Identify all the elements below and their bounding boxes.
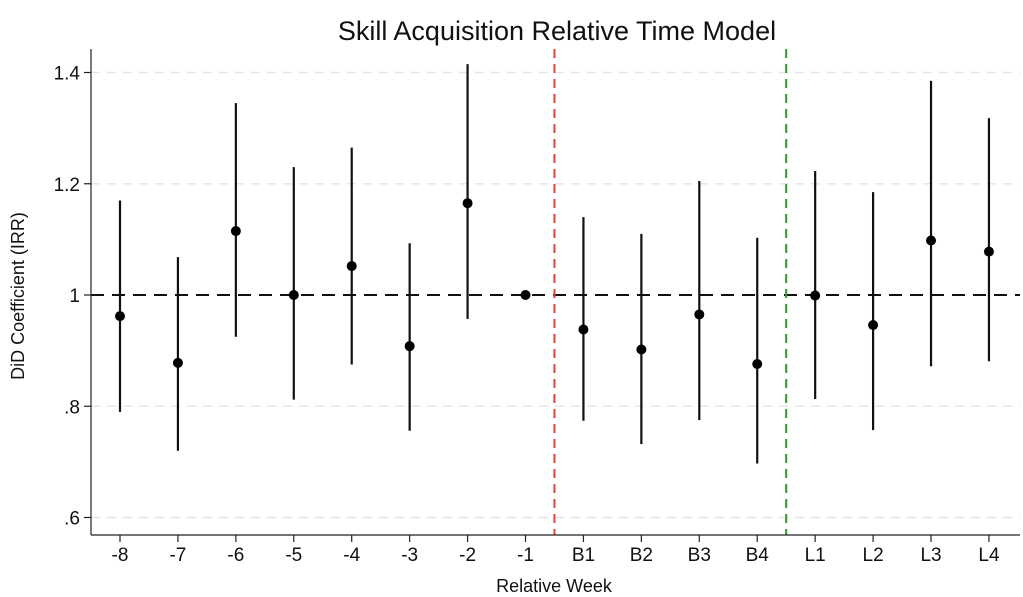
x-tick-label: -8: [112, 545, 129, 566]
point--6: [230, 226, 241, 237]
point--7: [172, 357, 183, 368]
x-tick-label: L4: [978, 545, 1000, 566]
chart-title: Skill Acquisition Relative Time Model: [338, 16, 776, 46]
y-axis-title: DiD Coefficient (IRR): [8, 212, 28, 380]
x-tick-label: -3: [401, 545, 418, 566]
point-B1: [578, 324, 589, 335]
point--3: [404, 341, 415, 352]
x-tick-label: -5: [285, 545, 302, 566]
x-tick-label: -6: [227, 545, 244, 566]
x-tick-label: B3: [688, 545, 711, 566]
point--1: [520, 290, 531, 300]
point-B4: [752, 358, 763, 369]
gridlines: [91, 71, 1020, 519]
x-tick-label: L3: [920, 545, 941, 566]
x-tick-label: -4: [343, 545, 360, 566]
y-tick-label: .6: [64, 509, 80, 530]
x-tick-label: -2: [459, 545, 476, 566]
point--5: [288, 290, 299, 300]
y-tick-label: 1: [69, 286, 80, 307]
x-tick-label: -1: [517, 545, 534, 566]
point--4: [346, 261, 357, 272]
reference-lines: [91, 49, 1020, 535]
axes: .6 .8 1 1.2 1.4 -8 -7 -6 -5 -4 -3 -2 -1 B1 B2 B3 B4 L1 L2 L…: [54, 49, 1020, 566]
y-tick-label: 1.2: [54, 175, 80, 196]
x-tick-label: -7: [169, 545, 186, 566]
point-L2: [868, 320, 879, 331]
x-tick-label: B4: [746, 545, 770, 566]
x-tick-label: L2: [863, 545, 884, 566]
point-L3: [926, 235, 937, 246]
point-L4: [983, 246, 994, 257]
x-axis-title: Relative Week: [496, 576, 613, 596]
x-tick-label: B1: [572, 545, 595, 566]
y-tick-label: 1.4: [54, 64, 81, 85]
point-B3: [694, 309, 705, 320]
x-tick-label: B2: [630, 545, 653, 566]
point--8: [115, 311, 125, 322]
data-marks: [115, 64, 994, 464]
x-tick-label: L1: [805, 545, 826, 566]
point-B2: [636, 344, 647, 355]
point--2: [462, 198, 473, 209]
point-L1: [810, 290, 821, 301]
y-tick-label: .8: [64, 397, 80, 418]
